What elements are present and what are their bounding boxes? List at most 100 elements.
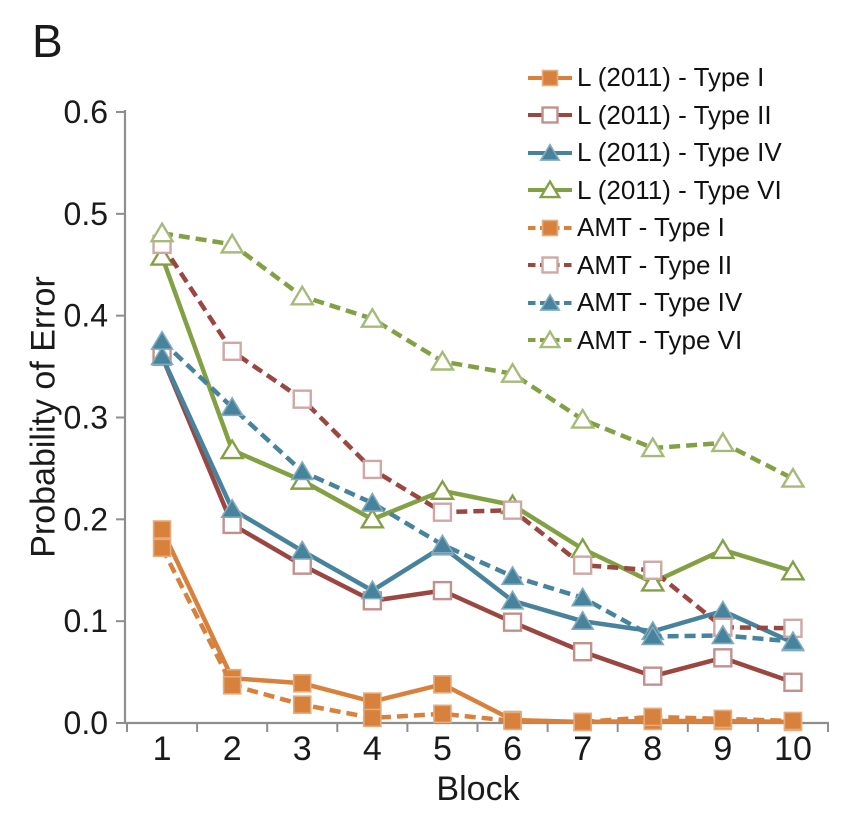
legend-marker-l-2011-type-iv: [539, 142, 561, 161]
legend-swatch-amt-type-iv: [528, 292, 572, 311]
y-tick-label-0.2: 0.2: [64, 501, 108, 537]
series-l-2011-type-vi: [149, 244, 806, 592]
series-amt-type-i-marker-8: [643, 707, 663, 727]
series-l-2011-type-iv-marker-7: [570, 610, 595, 630]
series-amt-type-i-line: [160, 546, 794, 725]
series-amt-type-vi-marker-3: [289, 284, 315, 306]
legend-item-l-2011-type-vi: L (2011) - Type VI: [527, 172, 782, 210]
series-l-2011-type-ii-line: [159, 355, 794, 685]
series-amt-type-vi-marker-6: [499, 361, 526, 383]
series-l-2011-type-ii-marker-10: [783, 672, 803, 692]
series-l-2011-type-iv-line: [160, 355, 794, 645]
y-tick-label-0.0: 0.0: [64, 705, 108, 741]
legend-marker-l-2011-type-i: [541, 69, 559, 87]
x-tick-label-3: 3: [293, 730, 312, 768]
series-l-2011-type-ii-marker-2: [222, 514, 242, 535]
series-l-2011-type-ii-marker-5: [432, 580, 453, 601]
series-l-2011-type-i-marker-3: [292, 673, 312, 693]
series-amt-type-iv-marker-7: [570, 586, 595, 607]
series-amt-type-ii-marker-3: [292, 389, 312, 409]
series-amt-type-vi-marker-1: [149, 221, 175, 243]
series-amt-type-iv-marker-3: [290, 460, 315, 481]
series-l-2011-type-i-line: [160, 528, 793, 725]
series-l-2011-type-vi-marker-2: [219, 438, 245, 460]
y-tick-label-0.3: 0.3: [64, 400, 108, 436]
series-amt-type-vi-marker-9: [710, 431, 736, 453]
legend-swatch-amt-type-ii: [528, 256, 572, 274]
legend: L (2011) - Type I L (2011) - Type II L (20…: [527, 59, 782, 359]
series-l-2011-type-vi-marker-8: [640, 570, 666, 592]
legend-label-l-2011-type-vi: L (2011) - Type VI: [577, 174, 782, 205]
series-amt-type-i-marker-9: [713, 709, 733, 729]
series-amt-type-i-marker-5: [433, 704, 452, 724]
series-amt-type-i-marker-7: [573, 712, 592, 732]
series-amt-type-vi-marker-2: [219, 232, 245, 254]
series-amt-type-i-marker-2: [222, 676, 242, 695]
series-amt-type-i-marker-6: [503, 711, 522, 731]
series-l-2011-type-i-marker-5: [433, 675, 452, 694]
x-tick-label-4: 4: [363, 730, 382, 768]
series-amt-type-i-marker-10: [783, 711, 803, 731]
legend-label-amt-type-ii: AMT - Type II: [577, 249, 733, 280]
legend-swatch-l-2011-type-vi: [528, 179, 572, 199]
series-l-2011-type-ii-marker-9: [713, 648, 733, 668]
x-tick-label-9: 9: [713, 730, 732, 768]
x-tick-label-1: 1: [153, 730, 172, 768]
legend-item-l-2011-type-i: L (2011) - Type I: [527, 59, 782, 97]
series-amt-type-vi-marker-7: [570, 407, 596, 429]
series-l-2011-type-vi-marker-9: [710, 538, 736, 560]
y-tick-label-0.4: 0.4: [64, 298, 108, 334]
series-amt-type-iv-line: [160, 339, 794, 644]
series-l-2011-type-iv-marker-9: [710, 599, 735, 620]
legend-label-l-2011-type-i: L (2011) - Type I: [577, 62, 765, 93]
series-amt-type-ii-marker-5: [432, 502, 453, 522]
series-amt-type-i-marker-4: [363, 708, 382, 728]
series-amt-type-iv-marker-1: [150, 330, 174, 350]
series-amt-type-ii-marker-7: [572, 555, 593, 575]
series-amt-type-ii-marker-6: [502, 500, 523, 520]
series-amt-type-iv-marker-5: [430, 533, 455, 554]
series-amt-type-vi-marker-10: [780, 466, 806, 488]
legend-item-amt-type-iv: AMT - Type IV: [527, 284, 782, 322]
series-amt-type-vi: [149, 221, 806, 488]
y-axis-title: Probability of Error: [24, 276, 63, 558]
series-amt-type-i-marker-1: [152, 538, 172, 558]
y-tick-label-0.1: 0.1: [64, 603, 108, 639]
series-amt-type-iv: [150, 330, 805, 651]
series-l-2011-type-ii-marker-7: [572, 642, 593, 662]
series-l-2011-type-vi-line: [159, 255, 794, 585]
series-l-2011-type-iv-marker-3: [290, 539, 315, 560]
legend-marker-amt-type-ii: [541, 256, 559, 274]
series-l-2011-type-ii: [152, 346, 803, 692]
series-amt-type-vi-marker-4: [359, 306, 385, 328]
x-tick-label-8: 8: [643, 730, 662, 768]
series-l-2011-type-i-marker-1: [152, 520, 172, 539]
legend-swatch-amt-type-vi: [528, 329, 572, 349]
x-tick-label-10: 10: [774, 730, 812, 768]
series-amt-type-iv-marker-9: [710, 624, 735, 645]
legend-label-l-2011-type-iv: L (2011) - Type IV: [577, 137, 782, 168]
legend-item-amt-type-i: AMT - Type I: [527, 209, 782, 247]
legend-marker-l-2011-type-vi: [538, 179, 562, 199]
panel-label: B: [32, 15, 63, 67]
series-amt-type-iv-marker-4: [360, 491, 385, 512]
legend-swatch-l-2011-type-iv: [528, 142, 572, 161]
series-l-2011-type-iv-marker-2: [220, 498, 245, 518]
y-tick-label-0.5: 0.5: [64, 196, 108, 232]
series-l-2011-type-iv-marker-1: [150, 345, 174, 366]
series-amt-type-ii-marker-2: [222, 341, 242, 362]
legend-marker-l-2011-type-ii: [541, 106, 559, 124]
legend-marker-amt-type-i: [541, 219, 559, 237]
series-amt-type-vi-line: [161, 230, 794, 481]
series-l-2011-type-i: [152, 520, 803, 732]
legend-swatch-l-2011-type-ii: [528, 106, 572, 124]
series-l-2011-type-iv-marker-6: [500, 589, 525, 610]
series-amt-type-vi-marker-8: [640, 436, 666, 458]
series-amt-type-iv-marker-2: [220, 396, 245, 417]
series-amt-type-iv-marker-8: [640, 625, 665, 646]
x-axis-title: Block: [436, 770, 520, 808]
series-amt-type-vi-marker-5: [429, 349, 456, 371]
series-l-2011-type-iv-marker-4: [360, 579, 385, 600]
